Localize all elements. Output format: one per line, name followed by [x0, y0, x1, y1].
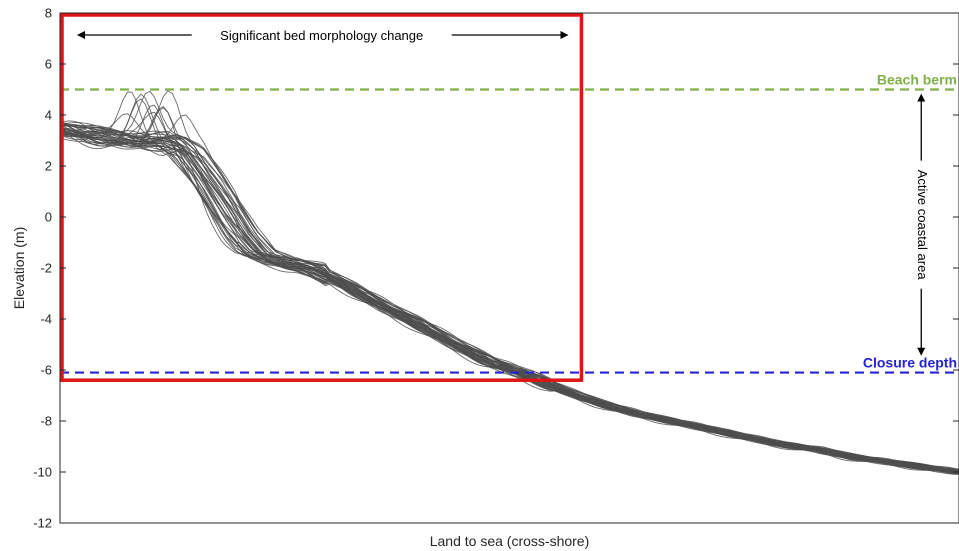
y-tick-label: -2 — [40, 261, 52, 276]
profile-line — [59, 131, 959, 474]
axes: -12 -10 -8 -6 -4 -2 0 2 4 6 8 Land to sea (cross-sh… — [11, 6, 959, 549]
y-tick-label: -4 — [40, 312, 52, 327]
reference-line-label: Beach berm — [877, 72, 957, 88]
highlight-box-label: Significant bed morphology change — [220, 28, 423, 43]
annotations: Significant bed morphology change Active … — [77, 28, 930, 356]
profile-lines — [59, 90, 959, 475]
reference-line-label: Closure depth — [863, 355, 957, 371]
y-tick-label: -12 — [33, 516, 52, 531]
profile-line — [59, 114, 959, 470]
plot-area — [60, 13, 959, 523]
x-axis-label: Land to sea (cross-shore) — [430, 533, 590, 549]
reference-lines: Beach berm Closure depth — [60, 72, 959, 374]
highlight-box — [60, 13, 584, 382]
y-tick-label: -8 — [40, 414, 52, 429]
y-tick-label: 4 — [45, 108, 52, 123]
profile-line — [59, 126, 959, 472]
vertical-annotation-label: Active coastal area — [915, 170, 930, 281]
y-tick-label: 6 — [45, 57, 52, 72]
y-tick-label: -6 — [40, 363, 52, 378]
y-tick-label: 8 — [45, 6, 52, 21]
y-tick-label: 2 — [45, 159, 52, 174]
y-tick-label: -10 — [33, 465, 52, 480]
profile-line — [59, 133, 959, 473]
y-axis-label: Elevation (m) — [11, 227, 27, 309]
y-tick-label: 0 — [45, 210, 52, 225]
highlight-region — [60, 13, 584, 382]
